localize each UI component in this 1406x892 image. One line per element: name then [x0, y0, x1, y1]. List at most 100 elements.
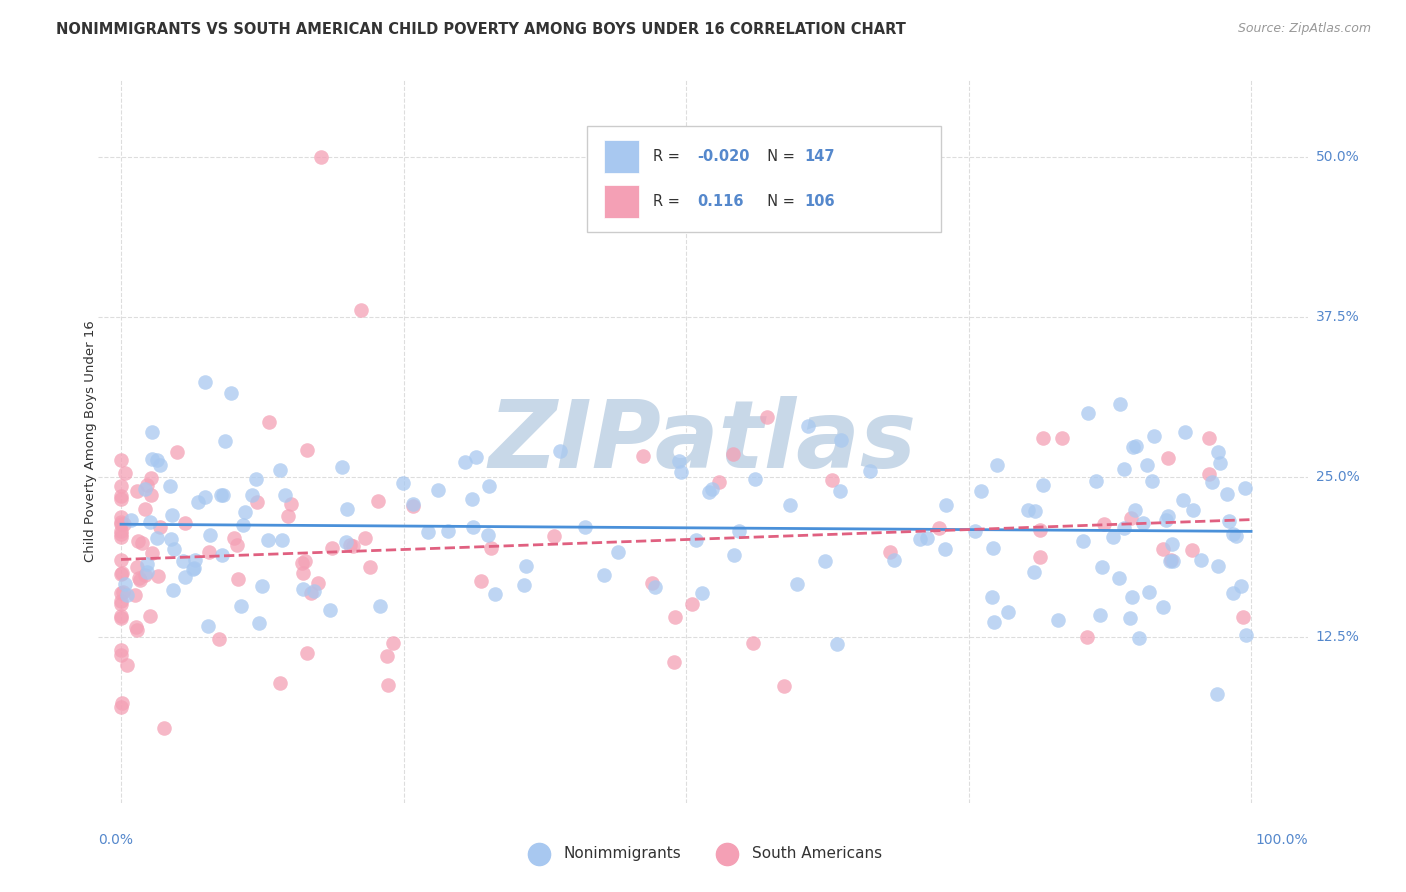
Text: 25.0%: 25.0%: [1316, 470, 1360, 483]
Point: [232, 517, 254, 532]
Point: [1230, 579, 1253, 593]
Point: [1085, 475, 1108, 489]
Point: [668, 454, 690, 468]
Point: [125, 619, 148, 633]
Point: [197, 619, 219, 633]
Point: [110, 510, 132, 524]
Point: [271, 533, 294, 547]
Point: [1132, 516, 1154, 531]
Point: [1225, 529, 1247, 543]
Point: [915, 531, 938, 545]
Point: [1091, 560, 1114, 574]
Point: [135, 478, 157, 492]
Point: [727, 524, 749, 538]
Point: [1119, 611, 1142, 625]
Point: [342, 540, 364, 554]
Point: [124, 588, 146, 602]
Point: [110, 527, 132, 541]
Text: N =: N =: [758, 194, 800, 210]
Point: [280, 497, 302, 511]
Point: [162, 583, 184, 598]
Point: [593, 568, 616, 582]
Point: [187, 495, 209, 509]
Point: [110, 586, 132, 600]
Point: [226, 572, 249, 586]
Point: [110, 697, 132, 711]
Point: [377, 678, 399, 692]
Point: [997, 605, 1019, 619]
Point: [332, 459, 354, 474]
Point: [1208, 445, 1230, 459]
Text: 0.116: 0.116: [697, 194, 744, 210]
Point: [1159, 554, 1181, 568]
Point: [350, 303, 373, 318]
Point: [1234, 628, 1257, 642]
Point: [607, 545, 630, 559]
Point: [134, 568, 156, 582]
Point: [664, 609, 686, 624]
Point: [111, 585, 134, 599]
Point: [1102, 530, 1125, 544]
Point: [183, 553, 205, 567]
Point: [110, 594, 132, 608]
Point: [1157, 509, 1180, 524]
Point: [641, 576, 664, 591]
Point: [908, 532, 931, 546]
Point: [1232, 609, 1254, 624]
Point: [209, 488, 232, 502]
Text: R =: R =: [652, 149, 685, 164]
Point: [353, 531, 375, 545]
Point: [1157, 451, 1180, 466]
Point: [141, 425, 163, 439]
Point: [336, 502, 359, 516]
Point: [214, 434, 236, 449]
Point: [391, 476, 413, 491]
Point: [211, 548, 233, 562]
Point: [110, 492, 132, 507]
Point: [149, 520, 172, 534]
Point: [208, 632, 231, 647]
Point: [110, 453, 132, 467]
Point: [1119, 511, 1142, 525]
Point: [744, 472, 766, 486]
Point: [127, 534, 149, 549]
Text: -0.020: -0.020: [697, 149, 749, 164]
Point: [934, 542, 956, 557]
Point: [543, 529, 565, 543]
Text: 100.0%: 100.0%: [1256, 833, 1308, 847]
Point: [294, 554, 316, 568]
Point: [128, 571, 150, 585]
Point: [1136, 458, 1159, 472]
Point: [125, 559, 148, 574]
Point: [307, 576, 329, 591]
Point: [159, 532, 181, 546]
Point: [427, 483, 450, 497]
Point: [814, 554, 837, 568]
Point: [515, 559, 537, 574]
Point: [478, 479, 501, 493]
Point: [181, 562, 204, 576]
Point: [115, 658, 138, 673]
Point: [110, 611, 132, 625]
Point: [110, 566, 132, 581]
Point: [1218, 514, 1240, 528]
Point: [479, 541, 502, 555]
Text: 106: 106: [804, 194, 835, 210]
Point: [513, 577, 536, 591]
Point: [166, 445, 188, 459]
Point: [173, 570, 195, 584]
Point: [311, 150, 333, 164]
Point: [299, 586, 322, 600]
Point: [145, 531, 167, 545]
Point: [141, 488, 163, 502]
Point: [1142, 475, 1164, 489]
Point: [1024, 565, 1046, 579]
Point: [981, 590, 1004, 604]
Point: [707, 475, 730, 489]
Point: [1121, 590, 1143, 604]
Point: [1233, 481, 1256, 495]
Point: [110, 524, 132, 538]
Point: [1128, 631, 1150, 645]
Point: [830, 483, 852, 498]
Point: [723, 548, 745, 562]
